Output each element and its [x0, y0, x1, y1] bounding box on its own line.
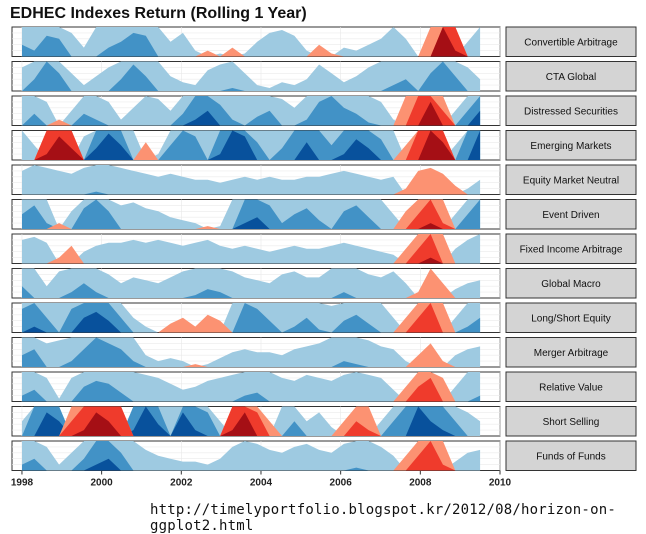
strip-label: Relative Value	[539, 382, 603, 393]
strip-label: Global Macro	[541, 279, 601, 290]
strip-label: Event Driven	[542, 210, 599, 221]
strip-label: Equity Market Neutral	[523, 175, 619, 186]
x-tick-label: 2010	[489, 478, 512, 489]
horizon-panel: Emerging Markets	[12, 131, 636, 161]
strip-label: Long/Short Equity	[531, 313, 611, 324]
horizon-chart: Convertible Arbitrage CTA Global Distresse…	[0, 0, 646, 525]
strip-label: Short Selling	[543, 417, 600, 428]
horizon-panel: Funds of Funds	[12, 441, 636, 471]
horizon-panel: Short Selling	[12, 407, 636, 437]
x-tick-label: 2004	[250, 478, 273, 489]
x-tick-label: 1998	[11, 478, 34, 489]
strip-label: Fixed Income Arbitrage	[520, 244, 623, 255]
horizon-panel: Relative Value	[12, 372, 636, 402]
strip-label: Merger Arbitrage	[534, 348, 609, 359]
horizon-panel: Long/Short Equity	[12, 303, 636, 333]
strip-label: Funds of Funds	[536, 451, 605, 462]
source-url: http://timelyportfolio.blogspot.kr/2012/…	[150, 502, 646, 534]
strip-label: Convertible Arbitrage	[524, 37, 618, 48]
x-tick-label: 2008	[409, 478, 432, 489]
x-tick-label: 2006	[330, 478, 353, 489]
horizon-panel: CTA Global	[12, 62, 636, 92]
x-tick-label: 2000	[91, 478, 114, 489]
horizon-panel: Distressed Securities	[12, 96, 636, 126]
horizon-panel: Merger Arbitrage	[12, 338, 636, 368]
strip-label: CTA Global	[546, 72, 596, 83]
x-tick-label: 2002	[170, 478, 193, 489]
horizon-panel: Event Driven	[12, 200, 636, 230]
horizon-panel: Convertible Arbitrage	[12, 27, 636, 57]
horizon-panel: Fixed Income Arbitrage	[12, 234, 636, 264]
strip-label: Distressed Securities	[524, 106, 618, 117]
horizon-panel: Global Macro	[12, 269, 636, 299]
horizon-panel: Equity Market Neutral	[12, 165, 636, 195]
strip-label: Emerging Markets	[530, 141, 611, 152]
